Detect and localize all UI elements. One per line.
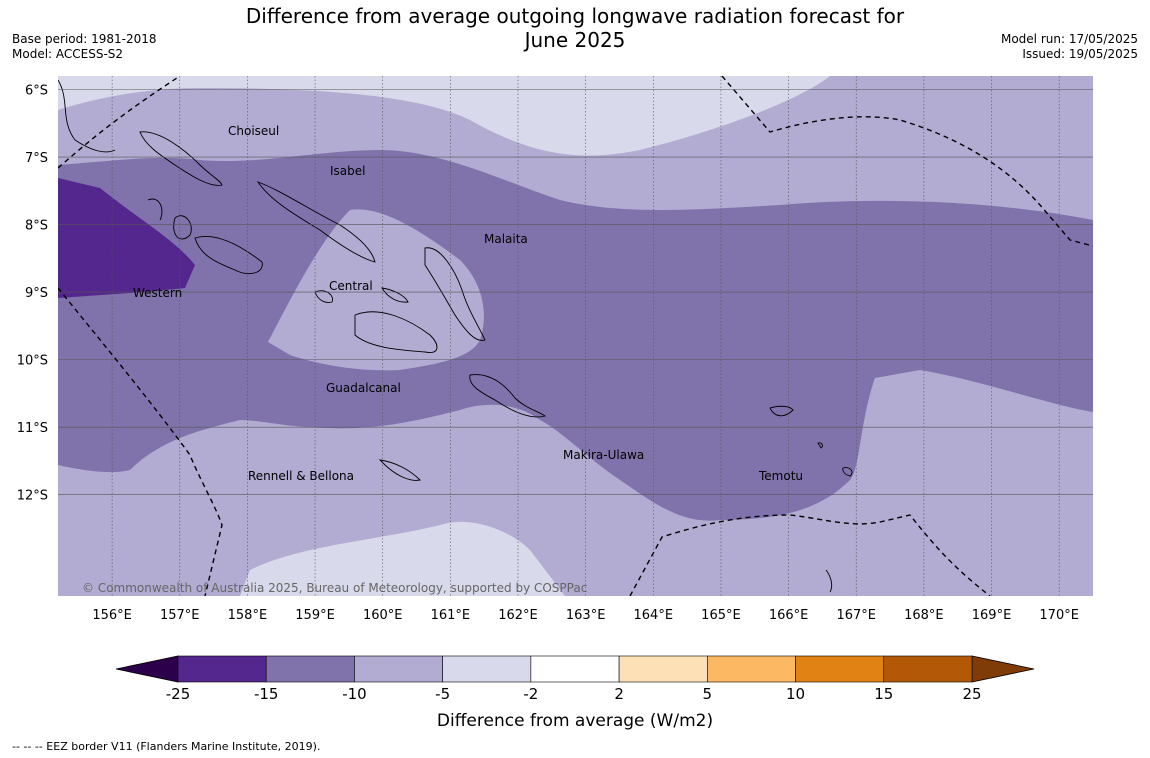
- label-temotu: Temotu: [758, 469, 803, 483]
- label-choiseul: Choiseul: [228, 124, 279, 138]
- grid-lines: [58, 76, 1093, 596]
- lon-tick-label: 159°E: [295, 608, 335, 623]
- lat-tick-label: 12°S: [17, 489, 48, 504]
- colorbar-tick-label: 5: [703, 685, 713, 703]
- colorbar-segment: [618, 655, 708, 683]
- lon-tick-label: 161°E: [431, 608, 471, 623]
- lon-tick-label: 156°E: [92, 608, 132, 623]
- base-period: Base period: 1981-2018: [12, 32, 157, 46]
- isabel-island: [256, 181, 376, 263]
- rennell-island: [378, 459, 421, 481]
- lon-tick-label: 158°E: [228, 608, 268, 623]
- colorbar-tick-label: -2: [523, 685, 538, 703]
- eez-footnote: -- -- -- EEZ border V11 (Flanders Marine…: [12, 740, 321, 753]
- run-info: Model run: 17/05/2025 Issued: 19/05/2025: [1001, 32, 1138, 62]
- contour-fills: [58, 76, 1093, 596]
- lon-tick-label: 169°E: [972, 608, 1012, 623]
- label-rennell-bellona: Rennell & Bellona: [248, 469, 354, 483]
- lat-axis-labels: 6°S 7°S 8°S 9°S 10°S 11°S 12°S: [17, 84, 48, 504]
- eez-borders: [58, 76, 1093, 596]
- colorbar: [115, 655, 1035, 683]
- lon-tick-label: 162°E: [498, 608, 538, 623]
- colorbar-tick-label: 10: [786, 685, 805, 703]
- colorbar-segment: [883, 655, 973, 683]
- colorbar-segment: [795, 655, 885, 683]
- lat-tick-label: 6°S: [25, 84, 48, 99]
- lat-tick-label: 7°S: [25, 151, 48, 166]
- colorbar-segment: [265, 655, 355, 683]
- label-makira-ulawa: Makira-Ulawa: [563, 448, 644, 462]
- islands: [58, 79, 853, 593]
- lon-tick-label: 157°E: [160, 608, 200, 623]
- colorbar-segment: [354, 655, 443, 683]
- title-line-2: June 2025: [524, 28, 626, 52]
- lon-tick-label: 166°E: [769, 608, 809, 623]
- temotu-islands: [769, 405, 853, 593]
- lon-tick-label: 165°E: [701, 608, 741, 623]
- fill-band-neg5-neg2-top: [58, 76, 1093, 156]
- colorbar-tick-label: -5: [435, 685, 450, 703]
- lon-tick-label: 167°E: [836, 608, 876, 623]
- lat-tick-label: 8°S: [25, 219, 48, 234]
- model-run: Model run: 17/05/2025: [1000, 32, 1138, 46]
- chart-title: Difference from average outgoing longwav…: [0, 4, 1150, 52]
- label-central: Central: [329, 279, 373, 293]
- fill-hole-central: [268, 209, 484, 371]
- central-islands: [314, 287, 409, 303]
- fill-band-neg5-neg2-bottom: [240, 521, 565, 596]
- eez-border-se: [629, 514, 991, 596]
- lon-tick-label: 168°E: [904, 608, 944, 623]
- guadalcanal-island: [354, 311, 438, 353]
- colorbar-extend-high: [971, 655, 1035, 683]
- eez-border-w: [58, 287, 223, 596]
- fill-band-neg15-neg10: [58, 150, 1093, 521]
- lat-tick-label: 9°S: [25, 286, 48, 301]
- colorbar-tick-label: -25: [166, 685, 191, 703]
- colorbar-tick-label: 15: [874, 685, 893, 703]
- model-name: Model: ACCESS-S2: [12, 47, 124, 61]
- label-malaita: Malaita: [484, 232, 528, 246]
- fill-band-neg25-neg15: [58, 178, 195, 298]
- lat-tick-label: 11°S: [17, 421, 48, 436]
- model-info: Base period: 1981-2018 Model: ACCESS-S2: [12, 32, 157, 62]
- colorbar-extend-low: [115, 655, 179, 683]
- western-islands: [147, 198, 263, 275]
- colorbar-label: Difference from average (W/m2): [437, 711, 713, 731]
- eez-border-nw: [58, 76, 181, 169]
- colorbar-tick-label: 25: [962, 685, 981, 703]
- bougainville-coast: [58, 79, 116, 153]
- lon-tick-label: 160°E: [363, 608, 403, 623]
- colorbar-segment: [177, 655, 267, 683]
- copyright-notice: © Commonwealth of Australia 2025, Bureau…: [82, 581, 587, 595]
- colorbar-segment: [530, 655, 620, 683]
- lon-tick-label: 163°E: [566, 608, 606, 623]
- lat-tick-label: 10°S: [17, 354, 48, 369]
- issued-date: Issued: 19/05/2025: [1022, 47, 1138, 61]
- lon-tick-label: 170°E: [1039, 608, 1079, 623]
- label-isabel: Isabel: [330, 164, 365, 178]
- colorbar-tick-label: -10: [342, 685, 367, 703]
- title-line-1: Difference from average outgoing longwav…: [245, 4, 905, 28]
- label-western: Western: [133, 286, 182, 300]
- province-labels: Choiseul Isabel Malaita Western Central …: [133, 124, 803, 483]
- eez-border-ne: [721, 76, 1093, 247]
- colorbar-segment: [707, 655, 796, 683]
- makira-island: [469, 374, 546, 418]
- colorbar-tick-label: -15: [254, 685, 279, 703]
- colorbar-ticks: -25 -15 -10 -5 -2 2 5 10 15 25: [166, 685, 982, 703]
- lon-tick-label: 164°E: [634, 608, 674, 623]
- label-guadalcanal: Guadalcanal: [326, 381, 401, 395]
- colorbar-tick-label: 2: [614, 685, 624, 703]
- colorbar-segment: [442, 655, 532, 683]
- lon-axis-labels: 156°E 157°E 158°E 159°E 160°E 161°E 162°E 163°E…: [92, 608, 1079, 623]
- malaita-island: [424, 247, 486, 341]
